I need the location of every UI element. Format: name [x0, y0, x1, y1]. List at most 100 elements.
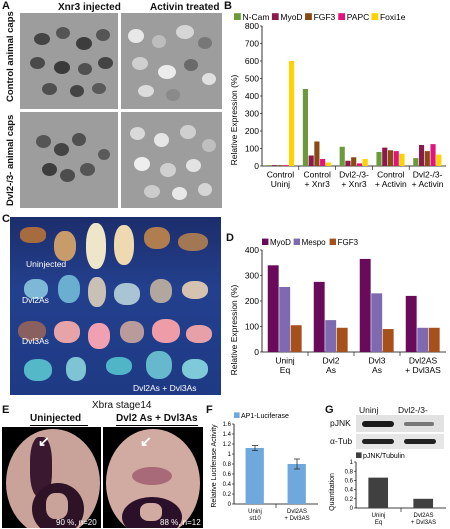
chart-b-ytick-label: 400: [245, 91, 259, 101]
chart-d-legend-label: Mespo: [302, 238, 327, 247]
chart-g-ytick-label: 0.4: [345, 488, 354, 494]
chart-f-ytick-label: 0.6: [223, 472, 232, 478]
chart-b-ytick-label: 200: [245, 126, 259, 136]
chart-b-bar: [393, 151, 399, 166]
panel-e-stat-right: 88 %, n=12: [160, 518, 201, 527]
panel-a-row-dvl: Dvl2-/3- animal caps: [5, 114, 16, 206]
chart-b-legend-label: FGF3: [314, 12, 336, 22]
panel-g-label: G: [325, 404, 334, 416]
chart-b-category-label: Control Uninj: [267, 170, 295, 190]
chart-d-bar: [371, 293, 383, 352]
chart-b-bar: [302, 89, 308, 166]
chart-f-category-label: Uninj st10: [248, 509, 262, 522]
panel-c-label-combo: Dvl2As + Dvl3As: [133, 383, 197, 393]
chart-b-bar: [362, 159, 368, 166]
chart-b-bar: [314, 141, 320, 166]
chart-b-bar: [382, 147, 388, 166]
chart-d: MyoD Mespo FGF3 Relative Expression (%) 0 1…: [229, 238, 446, 376]
chart-d-bar: [325, 320, 337, 352]
panel-g-row-tub: α-Tub: [330, 436, 353, 446]
chart-b-legend-label: MyoD: [280, 12, 302, 22]
chart-f-ytick-label: 1.6: [223, 422, 232, 428]
chart-b-ytick-label: 600: [245, 56, 259, 66]
chart-b-bar: [308, 155, 314, 166]
chart-g-ylabel: Quantitation: [329, 473, 336, 511]
chart-f: AP1-Luciferase Relative Luciferase Activ…: [211, 412, 318, 522]
chart-d-legend-swatch: [329, 238, 336, 245]
chart-f-ytick-label: 0: [228, 502, 232, 508]
chart-b-bar: [339, 146, 345, 166]
chart-f-ytick-label: 1.4: [223, 432, 232, 438]
panel-e-sub-left: Uninjected: [30, 413, 82, 424]
chart-b-category-label: Dvl2-/3-+ Activin: [412, 170, 444, 190]
chart-d-ytick-label: 400: [245, 245, 259, 255]
panel-c-label: C: [2, 213, 10, 225]
chart-f-ytick-label: 0.8: [223, 462, 232, 468]
panel-a-label: A: [2, 0, 10, 12]
panel-g-header-dvl: Dvl2-/3-: [398, 405, 428, 415]
chart-d-legend-label: MyoD: [270, 238, 291, 247]
chart-b-legend-swatch: [234, 13, 241, 20]
chart-b-ytick-label: 800: [245, 21, 259, 31]
panel-e-title: Xbra stage14: [92, 400, 152, 411]
chart-b-bar: [356, 163, 363, 166]
chart-d-bar: [279, 286, 291, 352]
chart-g: pJNK/Tubulin Quantitation 0 0.2 0.4 0.6 0.8 1…: [329, 452, 446, 526]
chart-f-legend-label: AP1-Luciferase: [241, 413, 289, 420]
panel-g-row-pjnk: pJNK: [330, 418, 351, 428]
chart-b-bar: [289, 61, 295, 166]
chart-f-ylabel: Relative Luciferase Activity: [211, 424, 218, 508]
chart-b-category-label: Control + Activin: [375, 170, 407, 190]
chart-f-ytick-label: 1.2: [223, 442, 232, 448]
chart-b-ytick-label: 300: [245, 108, 259, 118]
panel-a-row-control: Control animal caps: [5, 11, 16, 102]
chart-b-bar: [271, 165, 277, 166]
chart-b: N-Cam MyoD FGF3 PAPC Foxi1e Relative Express…: [229, 12, 446, 190]
chart-g-ytick-label: 0.6: [345, 479, 354, 485]
chart-b-bar: [283, 165, 289, 166]
chart-f-ytick-label: 0.4: [223, 482, 232, 488]
chart-b-ytick-label: 100: [245, 143, 259, 153]
chart-f-bar: [287, 464, 306, 504]
chart-g-category-label: Uninj Eq: [372, 513, 386, 526]
chart-b-bar: [424, 151, 430, 166]
chart-g-bar: [413, 498, 434, 508]
chart-d-ylabel: Relative Expression (%): [229, 284, 239, 375]
chart-b-bar: [351, 157, 357, 166]
chart-b-ylabel: Relative Expression (%): [229, 74, 239, 165]
chart-f-legend-swatch: [234, 412, 240, 418]
chart-d-ytick-label: 300: [245, 270, 259, 280]
panel-c-photo: [10, 217, 221, 395]
pjnk-blot: [356, 415, 444, 432]
panel-e-sub-right: Dvl2 As + Dvl3As: [116, 413, 198, 424]
panel-b-label: B: [224, 0, 232, 12]
chart-g-ytick-label: 0.8: [345, 469, 354, 475]
chart-b-legend-swatch: [338, 13, 346, 20]
chart-b-bar: [436, 154, 442, 166]
panel-c-label-uninjected: Uninjected: [26, 259, 67, 269]
chart-f-ytick-label: 1: [228, 452, 232, 458]
chart-d-legend-label: FGF3: [338, 238, 359, 247]
chart-g-category-label: Dvl2AS + Dvl3AS: [411, 513, 436, 526]
chart-b-bar: [387, 150, 394, 166]
chart-d-category-label: Dvl2AS + Dvl3AS: [405, 356, 441, 376]
chart-d-ytick-label: 200: [245, 296, 259, 306]
chart-b-bar: [413, 158, 419, 166]
chart-g-legend-swatch: [356, 452, 362, 458]
chart-d-category-label: Dvl3 As: [368, 356, 385, 376]
chart-b-legend-swatch: [271, 13, 279, 20]
panel-e-label: E: [2, 404, 10, 416]
chart-b-ytick-label: 0: [254, 161, 259, 171]
chart-b-bar: [266, 165, 272, 166]
chart-d-bar: [428, 327, 440, 352]
panel-a-header-xnr3: Xnr3 injected: [58, 2, 121, 13]
chart-b-category-label: Control + Xnr3: [303, 170, 331, 190]
chart-b-legend-label: N-Cam: [243, 12, 270, 22]
panel-c-label-dvl3as: Dvl3As: [22, 336, 49, 346]
chart-f-bar: [245, 448, 264, 504]
chart-b-legend-swatch: [305, 13, 312, 20]
chart-d-legend-swatch: [293, 238, 300, 245]
chart-g-ytick-label: 1: [350, 460, 354, 466]
chart-d-bar: [405, 295, 417, 352]
chart-f-ytick-label: 0.2: [223, 492, 232, 498]
